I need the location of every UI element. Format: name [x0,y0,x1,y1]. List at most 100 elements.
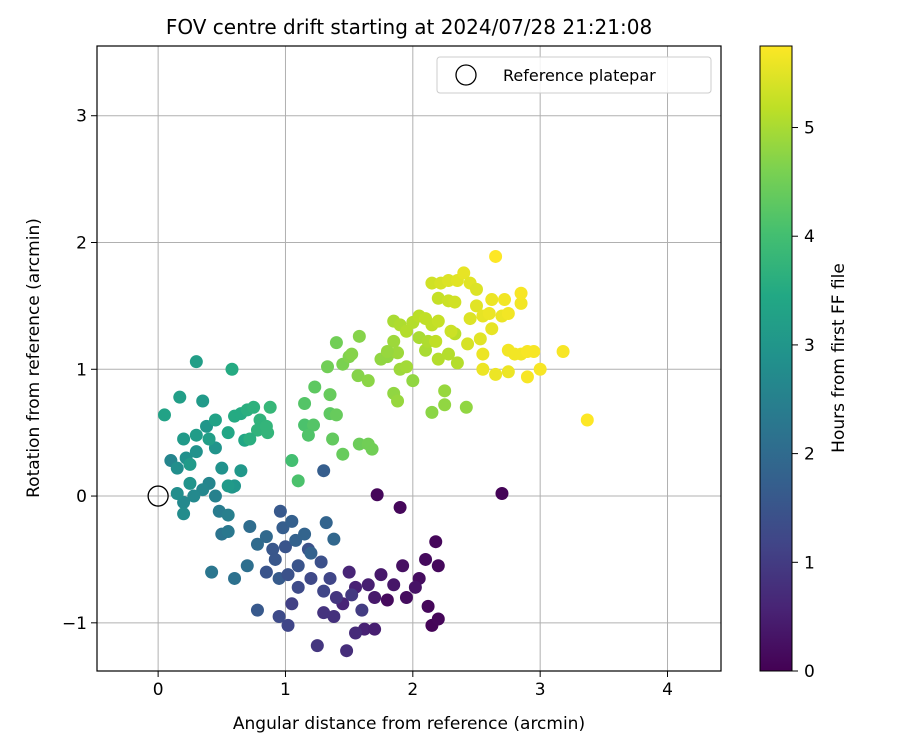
data-point [374,568,388,582]
y-axis-ticks: −1 0 1 2 3 [62,107,97,634]
data-point [438,398,452,412]
data-point [476,347,490,361]
colorbar-ticks: 0 1 2 3 4 5 [792,119,815,682]
data-point [580,413,594,427]
colorbar-tick-label: 0 [804,662,815,682]
data-points [157,249,594,658]
data-point [421,599,435,613]
colorbar-gradient [759,45,793,672]
data-point [268,552,282,566]
data-point [291,559,305,573]
data-point [326,432,340,446]
data-point [463,312,477,326]
data-point [189,428,203,442]
data-point [431,612,445,626]
data-point [355,603,369,617]
data-point [187,489,201,503]
data-point [393,500,407,514]
data-point [425,276,439,290]
data-point [221,525,235,539]
grid [97,46,721,671]
y-tick-label: 1 [76,360,87,380]
data-point [243,519,257,533]
plot-frame [96,45,722,672]
data-point [501,306,515,320]
data-point [250,537,264,551]
data-point [431,291,445,305]
data-point [298,397,312,411]
x-tick-label: 4 [662,680,673,700]
data-point [441,274,455,288]
data-point [304,571,318,585]
data-point [533,362,547,376]
data-point [495,487,509,501]
data-point [183,457,197,471]
data-point [349,626,363,640]
data-point [399,360,413,374]
data-point [278,540,292,554]
data-point [329,408,343,422]
data-point [170,487,184,501]
data-point [157,408,171,422]
data-point [485,293,499,307]
colorbar-tick-label: 5 [804,119,815,139]
data-point [301,428,315,442]
data-point [291,580,305,594]
legend-box [436,56,712,94]
data-point [431,352,445,366]
x-tick-label: 2 [407,680,418,700]
data-point [281,568,295,582]
data-point [448,295,462,309]
data-point [202,432,216,446]
data-point [189,355,203,369]
data-point [327,609,341,623]
colorbar: 0 1 2 3 4 5 Hours from first FF file [759,45,849,682]
data-point [461,337,475,351]
data-point [259,565,273,579]
data-point [314,555,328,569]
data-point [431,559,445,573]
data-point [345,347,359,361]
data-point [259,530,273,544]
data-point [352,329,366,343]
data-point [177,432,191,446]
data-point [370,488,384,502]
data-point [459,400,473,414]
data-point [310,639,324,653]
legend-marker-icon [455,64,477,86]
data-point [221,479,235,493]
data-point [408,580,422,594]
data-point [225,362,239,376]
data-point [425,405,439,419]
data-point [317,606,331,620]
data-point [368,590,382,604]
data-point [527,345,541,359]
colorbar-label: Hours from first FF file [829,263,849,453]
reference-point [147,485,169,507]
data-point [489,249,503,263]
data-point [308,380,322,394]
data-point [469,299,483,313]
data-point [189,445,203,459]
colorbar-tick-label: 4 [804,227,815,247]
data-point [365,442,379,456]
data-point [323,571,337,585]
x-tick-label: 1 [280,680,291,700]
data-point [170,461,184,475]
x-axis-label: Angular distance from reference (arcmin) [233,714,585,734]
data-point [247,400,261,414]
data-point [450,356,464,370]
data-point [320,360,334,374]
data-point [429,535,443,549]
data-point [361,578,375,592]
data-point [361,374,375,388]
x-axis-ticks: 0 1 2 3 4 [153,671,673,700]
data-point [183,476,197,490]
data-point [473,332,487,346]
data-point [336,447,350,461]
data-point [469,282,483,296]
data-point [263,400,277,414]
data-point [173,390,187,404]
data-point [457,266,471,280]
data-point [501,365,515,379]
